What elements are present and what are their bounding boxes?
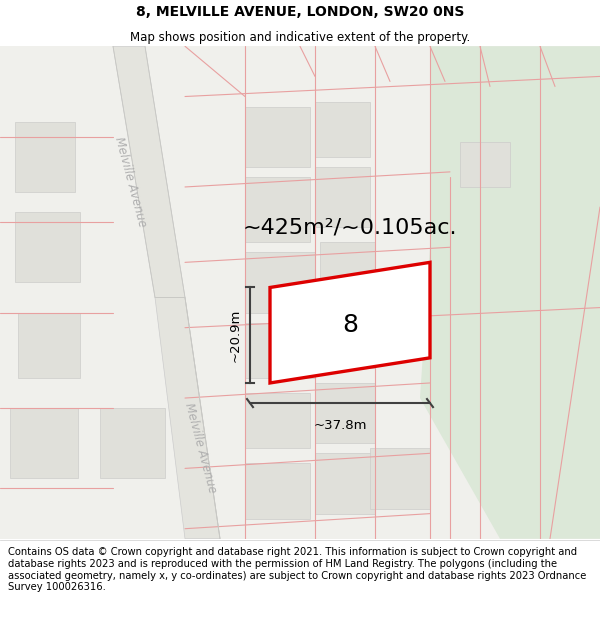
Polygon shape <box>315 453 375 514</box>
Polygon shape <box>15 212 80 282</box>
Text: 8, MELVILLE AVENUE, LONDON, SW20 0NS: 8, MELVILLE AVENUE, LONDON, SW20 0NS <box>136 5 464 19</box>
Text: Melville Avenue: Melville Avenue <box>182 402 218 495</box>
Polygon shape <box>100 408 165 479</box>
Polygon shape <box>113 46 185 298</box>
Polygon shape <box>10 408 78 479</box>
Text: Map shows position and indicative extent of the property.: Map shows position and indicative extent… <box>130 31 470 44</box>
Polygon shape <box>155 298 220 539</box>
Text: Melville Avenue: Melville Avenue <box>112 136 148 229</box>
Polygon shape <box>0 46 600 539</box>
Polygon shape <box>270 262 430 383</box>
Polygon shape <box>245 177 310 242</box>
Polygon shape <box>245 106 310 167</box>
Text: ~20.9m: ~20.9m <box>229 309 242 362</box>
Polygon shape <box>245 463 310 519</box>
Polygon shape <box>320 242 375 302</box>
Polygon shape <box>460 142 510 187</box>
Polygon shape <box>420 46 600 539</box>
Polygon shape <box>320 312 375 368</box>
Polygon shape <box>315 383 375 443</box>
Polygon shape <box>315 101 370 157</box>
Text: ~425m²/~0.105ac.: ~425m²/~0.105ac. <box>243 217 457 237</box>
Text: 8: 8 <box>342 312 358 337</box>
Polygon shape <box>245 253 315 312</box>
Polygon shape <box>245 322 315 378</box>
Polygon shape <box>370 448 430 509</box>
Polygon shape <box>245 393 310 448</box>
Text: Contains OS data © Crown copyright and database right 2021. This information is : Contains OS data © Crown copyright and d… <box>8 548 586 592</box>
Text: ~37.8m: ~37.8m <box>313 419 367 432</box>
Polygon shape <box>18 312 80 378</box>
Polygon shape <box>315 167 370 227</box>
Polygon shape <box>15 122 75 192</box>
